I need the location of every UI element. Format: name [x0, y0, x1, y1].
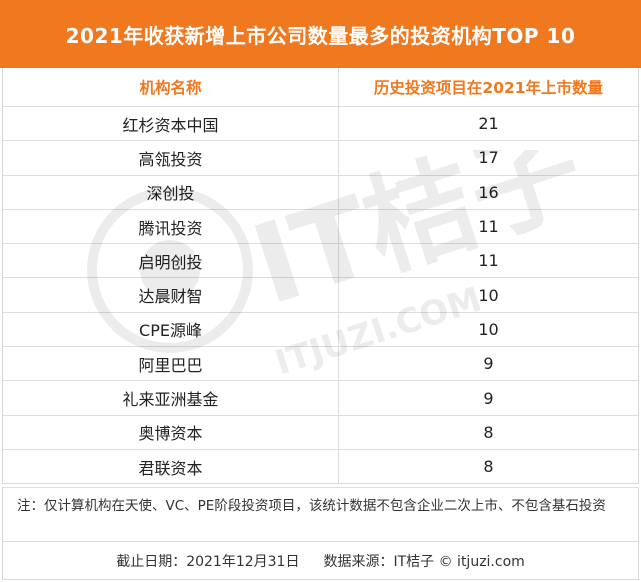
table-row: 高瓴投资 17	[3, 140, 638, 175]
table-row: 君联资本 8	[3, 448, 638, 484]
institution-name: 腾讯投资	[3, 209, 339, 244]
table-row: 红杉资本中国 21	[3, 106, 638, 141]
footer: 截止日期：2021年12月31日 数据来源：IT桔子 © itjuzi.com	[2, 542, 639, 580]
data-source: 数据来源：IT桔子 © itjuzi.com	[323, 553, 525, 570]
ipo-count: 21	[478, 114, 499, 134]
column-header-name: 机构名称	[3, 68, 339, 106]
ranking-table: 机构名称 历史投资项目在2021年上市数量 红杉资本中国 21 高瓴投资 17 …	[2, 68, 639, 485]
ipo-count: 17	[478, 148, 499, 168]
table-header-row: 机构名称 历史投资项目在2021年上市数量	[3, 68, 638, 106]
table-row: 腾讯投资 11	[3, 208, 638, 244]
ipo-count: 8	[483, 422, 494, 442]
institution-name: 礼来亚洲基金	[3, 381, 339, 415]
ipo-count: 11	[478, 217, 499, 237]
table-row: 奥博资本 8	[3, 414, 638, 449]
cutoff-date: 截止日期：2021年12月31日	[116, 553, 300, 570]
institution-name: 君联资本	[3, 449, 339, 484]
table-row: 深创投 16	[3, 174, 638, 209]
table-row: CPE源峰 10	[3, 311, 638, 347]
institution-name: 奥博资本	[3, 415, 339, 449]
ipo-count: 16	[478, 182, 499, 202]
column-header-count: 历史投资项目在2021年上市数量	[373, 79, 604, 97]
ipo-count: 11	[478, 251, 499, 271]
institution-name: 红杉资本中国	[3, 107, 339, 141]
ipo-count: 10	[478, 285, 499, 305]
institution-name: 深创投	[3, 175, 339, 209]
table-row: 达晨财智 10	[3, 277, 638, 312]
ipo-count: 9	[483, 354, 494, 374]
table-row: 阿里巴巴 9	[3, 346, 638, 381]
table-row: 礼来亚洲基金 9	[3, 380, 638, 415]
table-row: 启明创投 11	[3, 243, 638, 278]
institution-name: CPE源峰	[3, 312, 339, 347]
institution-name: 达晨财智	[3, 278, 339, 312]
institution-name: 阿里巴巴	[3, 347, 339, 381]
footnote: 注：仅计算机构在天使、VC、PE阶段投资项目，该统计数据不包含企业二次上市、不包…	[2, 487, 639, 542]
ipo-count: 8	[483, 457, 494, 477]
institution-name: 启明创投	[3, 244, 339, 278]
ipo-count: 9	[483, 388, 494, 408]
ipo-count: 10	[478, 319, 499, 339]
institution-name: 高瓴投资	[3, 141, 339, 175]
page-title: 2021年收获新增上市公司数量最多的投资机构TOP 10	[0, 0, 641, 68]
